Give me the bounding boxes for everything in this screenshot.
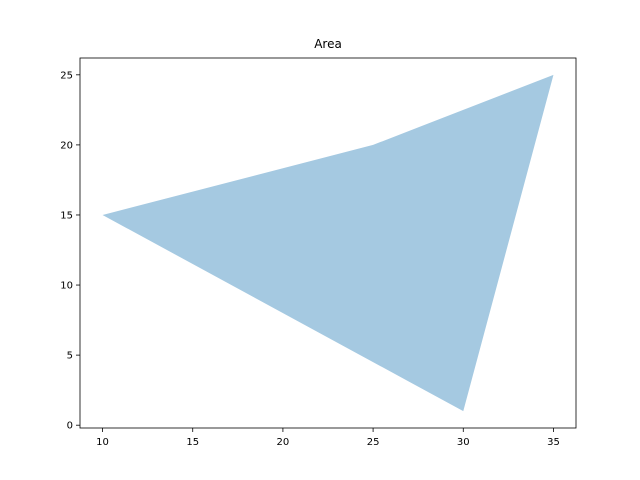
x-tick-label-3: 25 bbox=[367, 437, 380, 448]
x-tick-label-5: 35 bbox=[547, 437, 560, 448]
y-tick-label-3: 15 bbox=[60, 210, 73, 221]
y-tick-label-5: 25 bbox=[60, 70, 73, 81]
x-tick-label-2: 20 bbox=[277, 437, 290, 448]
area-fill bbox=[102, 74, 554, 412]
chart-title: Area bbox=[314, 37, 342, 51]
x-tick-label-0: 10 bbox=[96, 437, 109, 448]
y-tick-label-1: 5 bbox=[67, 351, 73, 362]
plot-area bbox=[102, 74, 554, 412]
y-tick-label-2: 10 bbox=[60, 281, 73, 292]
y-tick-label-0: 0 bbox=[67, 421, 73, 432]
x-tick-label-1: 15 bbox=[186, 437, 199, 448]
x-tick-label-4: 30 bbox=[457, 437, 470, 448]
axes-frame bbox=[79, 57, 577, 429]
y-tick-label-4: 20 bbox=[60, 140, 73, 151]
axes: 10 15 20 25 30 35 0 5 10 15 20 25 bbox=[60, 57, 577, 448]
